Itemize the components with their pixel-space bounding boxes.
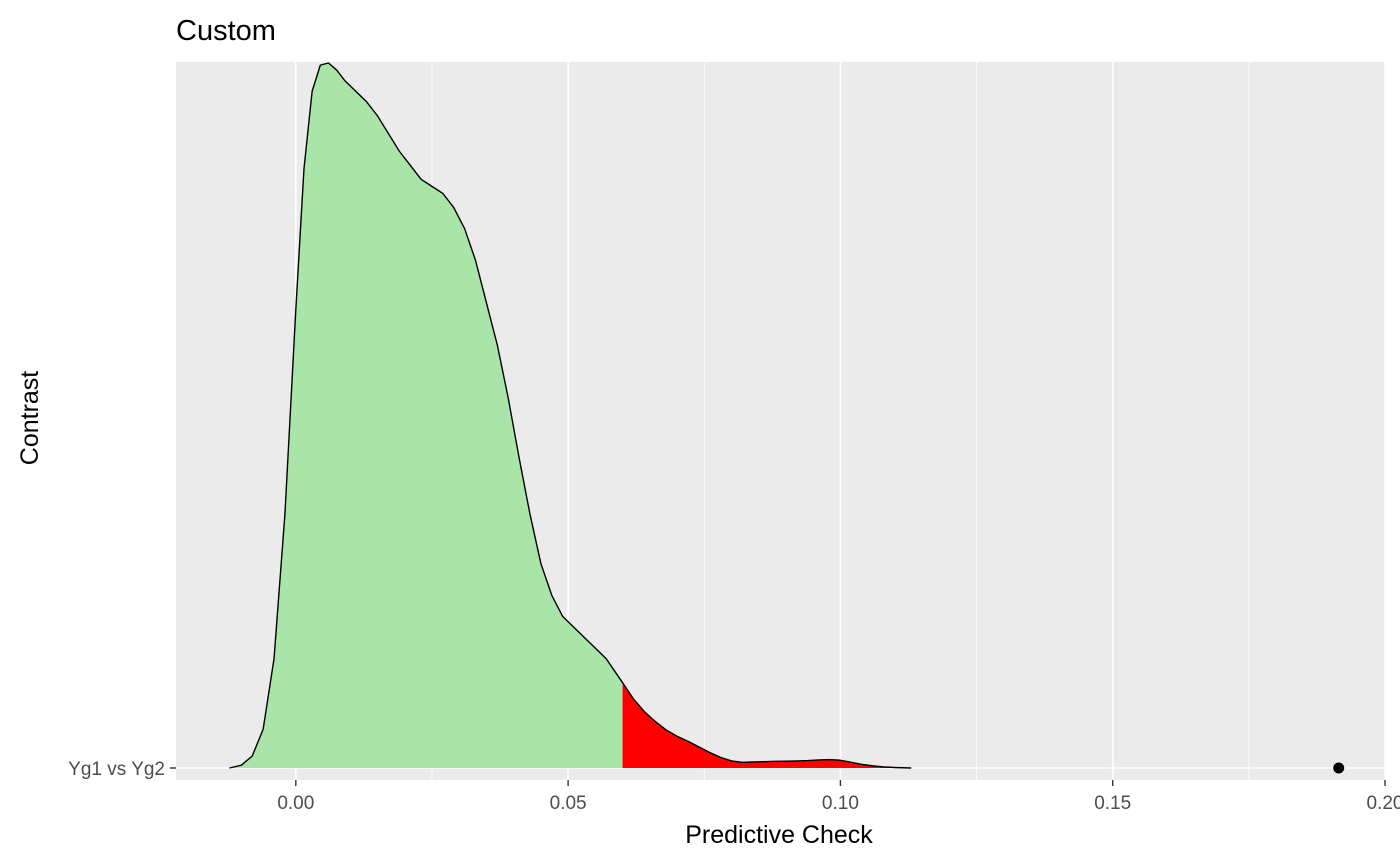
density-area-below-threshold — [229, 63, 623, 768]
x-tick-label: 0.15 — [1094, 793, 1131, 814]
plot-panel — [176, 62, 1386, 780]
chart-title: Custom — [176, 15, 276, 47]
x-tick-label: 0.00 — [277, 793, 314, 814]
density-area-above-threshold — [622, 682, 912, 768]
y-axis: Yg1 vs Yg2 — [68, 759, 176, 780]
density-marks — [229, 62, 1345, 774]
density-outline — [229, 62, 912, 769]
x-tick-label: 0.05 — [550, 793, 587, 814]
y-axis-title: Contrast — [16, 371, 44, 466]
x-tick-label: 0.20 — [1367, 793, 1400, 814]
x-tick-label: 0.10 — [822, 793, 859, 814]
y-tick-label: Yg1 vs Yg2 — [68, 759, 165, 780]
x-axis-title: Predictive Check — [685, 821, 873, 849]
observed-point — [1333, 762, 1345, 774]
x-axis: 0.00 0.05 0.10 0.15 0.20 — [277, 780, 1400, 814]
